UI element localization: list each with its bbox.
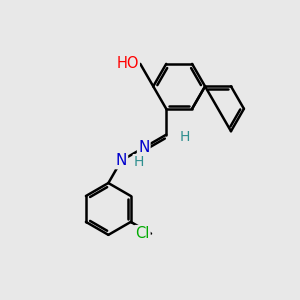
- Text: HO: HO: [116, 56, 139, 71]
- Text: H: H: [179, 130, 190, 144]
- Text: N: N: [116, 153, 127, 168]
- Text: Cl: Cl: [135, 226, 149, 241]
- Text: N: N: [138, 140, 149, 155]
- Text: H: H: [134, 155, 144, 169]
